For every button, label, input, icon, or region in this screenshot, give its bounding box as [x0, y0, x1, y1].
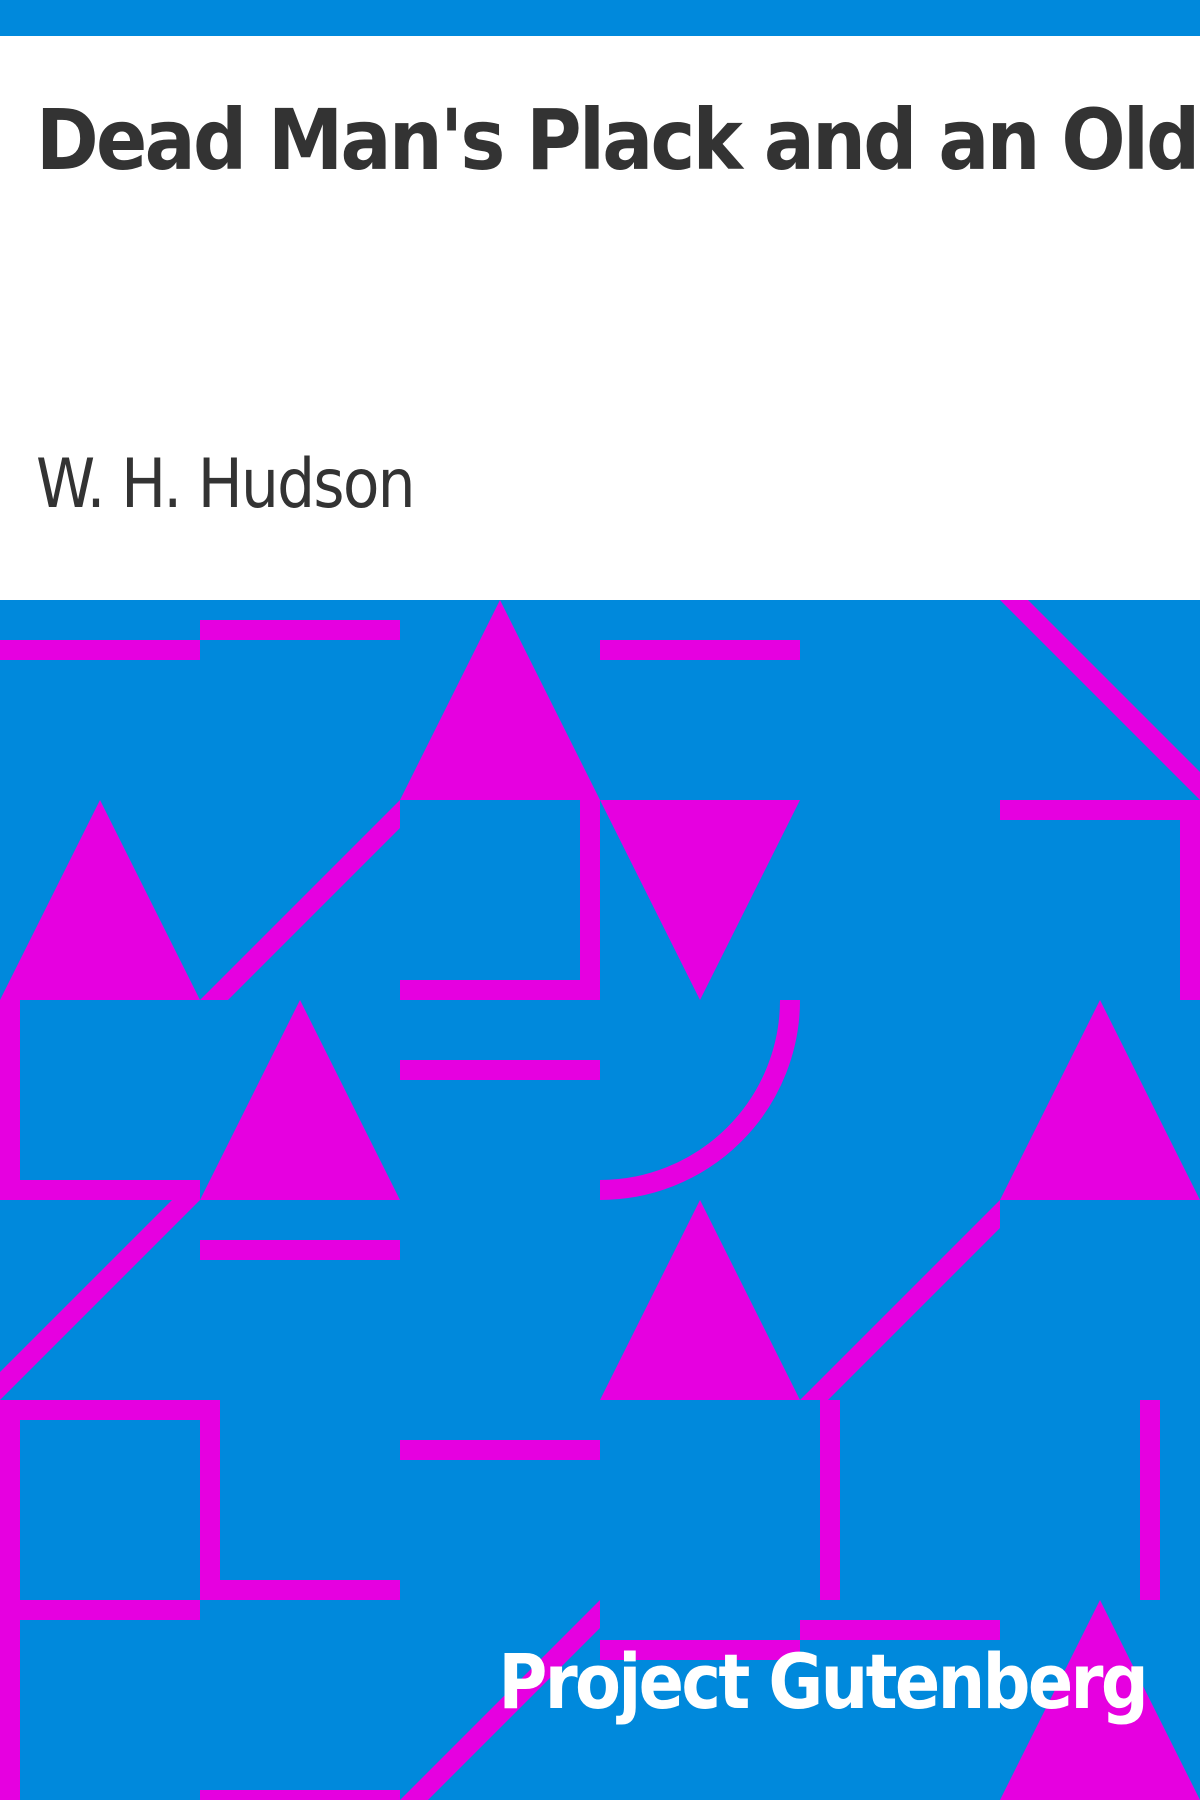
pattern-triangle: [400, 600, 600, 800]
pattern-bar: [600, 1640, 800, 1660]
pattern-bar: [200, 1240, 400, 1260]
top-accent-bar: [0, 0, 1200, 36]
pattern-bar: [800, 1620, 1000, 1640]
pattern-arc: [599, 999, 800, 1200]
book-title: Dead Man's Plack and an Old Thorn: [36, 91, 1200, 189]
pattern-diagonal: [400, 1600, 600, 1800]
pattern-triangle: [600, 800, 800, 1000]
publisher-logo-text: Project Gutenberg: [498, 1637, 1148, 1726]
pattern-bar: [580, 800, 600, 1000]
pattern-bar: [200, 1790, 400, 1800]
pattern-bar: [0, 1400, 200, 1420]
pattern-diagonal: [1000, 600, 1200, 800]
pattern-bar: [600, 640, 800, 660]
pattern-diagonal: [200, 800, 400, 1000]
pattern-bar: [400, 1060, 600, 1080]
pattern-bar: [200, 1580, 400, 1600]
pattern-bar: [400, 1440, 600, 1460]
pattern-bar: [0, 1000, 20, 1200]
pattern-diagonal: [800, 1200, 1000, 1400]
cover-pattern: [0, 600, 1200, 1800]
pattern-diagonal: [0, 1200, 200, 1400]
pattern-bar: [820, 1400, 840, 1600]
pattern-triangle: [0, 800, 200, 1000]
pattern-triangle: [1000, 1600, 1200, 1800]
pattern-bar: [0, 1600, 200, 1620]
book-author: W. H. Hudson: [36, 445, 416, 524]
pattern-triangle: [600, 1200, 800, 1400]
pattern-bar: [1140, 1400, 1160, 1600]
pattern-bar: [1000, 800, 1200, 820]
pattern-triangle: [200, 1000, 400, 1200]
pattern-bar: [400, 980, 600, 1000]
pattern-bar: [1180, 800, 1200, 1000]
pattern-triangle: [1000, 1000, 1200, 1200]
pattern-bar: [200, 620, 400, 640]
pattern-bar: [0, 1180, 200, 1200]
pattern-bar: [0, 640, 200, 660]
pattern-bar: [200, 1400, 220, 1600]
